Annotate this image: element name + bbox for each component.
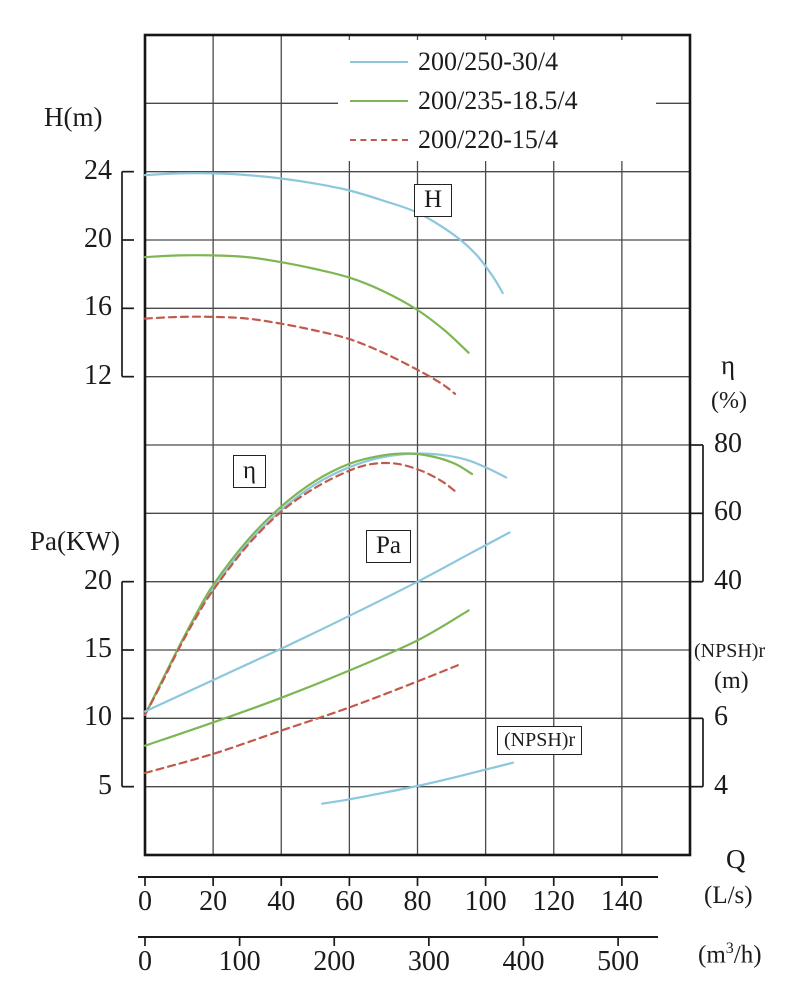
curve-pa-200-220-15-4 — [143, 662, 463, 775]
legend-item-200-235-18-5-4: 200/235-18.5/4 — [350, 81, 656, 120]
h-tick-20: 20 — [84, 223, 112, 254]
q-m3h-tick-0: 0 — [138, 946, 152, 977]
curve-npshr-200-250-30-4 — [321, 761, 514, 805]
pa-tick-10: 10 — [84, 701, 112, 733]
q-ls-tick-120: 120 — [532, 886, 575, 917]
q-m3h-tick-500: 500 — [597, 946, 640, 977]
q-ls-tick-100: 100 — [464, 886, 507, 917]
m3h-prefix: (m — [698, 941, 726, 969]
m3h-suffix: /h) — [733, 941, 762, 969]
h-tick-16: 16 — [84, 291, 112, 323]
curve-h-200-235-18-5-4 — [143, 254, 470, 354]
curve-pa-200-235-18-5-4 — [143, 609, 470, 747]
q-axis-unit-m3h: (m3/h) — [698, 940, 762, 969]
q-m3h-tick-400: 400 — [502, 946, 545, 977]
q-ls-tick-0: 0 — [138, 886, 152, 917]
eta-tick-40: 40 — [714, 564, 742, 596]
h-tick-24: 24 — [84, 154, 112, 186]
curve-eta-200-220-15-4 — [143, 461, 457, 716]
q-axis-unit-ls: (L/s) — [704, 882, 753, 909]
legend-label: 200/235-18.5/4 — [418, 85, 578, 115]
eta-tick-60: 60 — [714, 496, 742, 528]
h-tick-12: 12 — [84, 359, 112, 391]
npshr-axis-unit: (m) — [714, 668, 749, 694]
curve-h-200-250-30-4 — [143, 172, 504, 295]
eta-axis-unit: (%) — [711, 388, 747, 414]
curve-label-eta: η — [233, 455, 267, 488]
q-ls-tick-140: 140 — [600, 886, 643, 917]
curve-pa-200-250-30-4 — [143, 531, 511, 713]
q-m3h-tick-300: 300 — [407, 946, 450, 977]
legend-item-200-250-30-4: 200/250-30/4 — [350, 42, 656, 81]
curve-label-pa: Pa — [366, 530, 411, 563]
h-axis-title: H(m) — [44, 102, 103, 132]
legend-line-blue-icon — [350, 60, 408, 63]
curve-eta-200-250-30-4 — [143, 452, 508, 716]
q-axis-title: Q — [726, 844, 746, 874]
legend-item-200-220-15-4: 200/220-15/4 — [350, 120, 656, 159]
legend-line-green-icon — [350, 99, 408, 102]
pa-tick-15: 15 — [84, 633, 112, 664]
npshr-tick-4: 4 — [714, 769, 728, 801]
q-ls-tick-60: 60 — [335, 886, 364, 917]
npshr-axis-title: (NPSH)r — [694, 640, 766, 662]
legend-label: 200/250-30/4 — [418, 46, 559, 76]
legend-label: 200/220-15/4 — [418, 124, 559, 154]
eta-axis-title: η — [721, 350, 736, 380]
curve-label-npshr: (NPSH)r — [497, 726, 583, 755]
q-m3h-tick-200: 200 — [313, 946, 356, 977]
curve-label-h: H — [414, 184, 453, 217]
pa-tick-20: 20 — [84, 564, 112, 596]
pa-axis-title: Pa(KW) — [30, 526, 120, 556]
npshr-tick-6: 6 — [714, 701, 728, 733]
q-ls-tick-20: 20 — [199, 886, 228, 917]
legend: 200/250-30/4 200/235-18.5/4 200/220-15/4 — [338, 40, 656, 161]
pa-tick-5: 5 — [98, 769, 112, 801]
plot-border — [143, 33, 692, 857]
q-m3h-tick-100: 100 — [218, 946, 261, 977]
q-ls-tick-80: 80 — [403, 886, 432, 917]
m3h-superscript: 3 — [725, 940, 734, 957]
q-ls-tick-40: 40 — [267, 886, 296, 917]
eta-tick-80: 80 — [714, 428, 742, 459]
legend-line-red-icon — [350, 138, 408, 141]
curve-h-200-220-15-4 — [143, 315, 457, 395]
